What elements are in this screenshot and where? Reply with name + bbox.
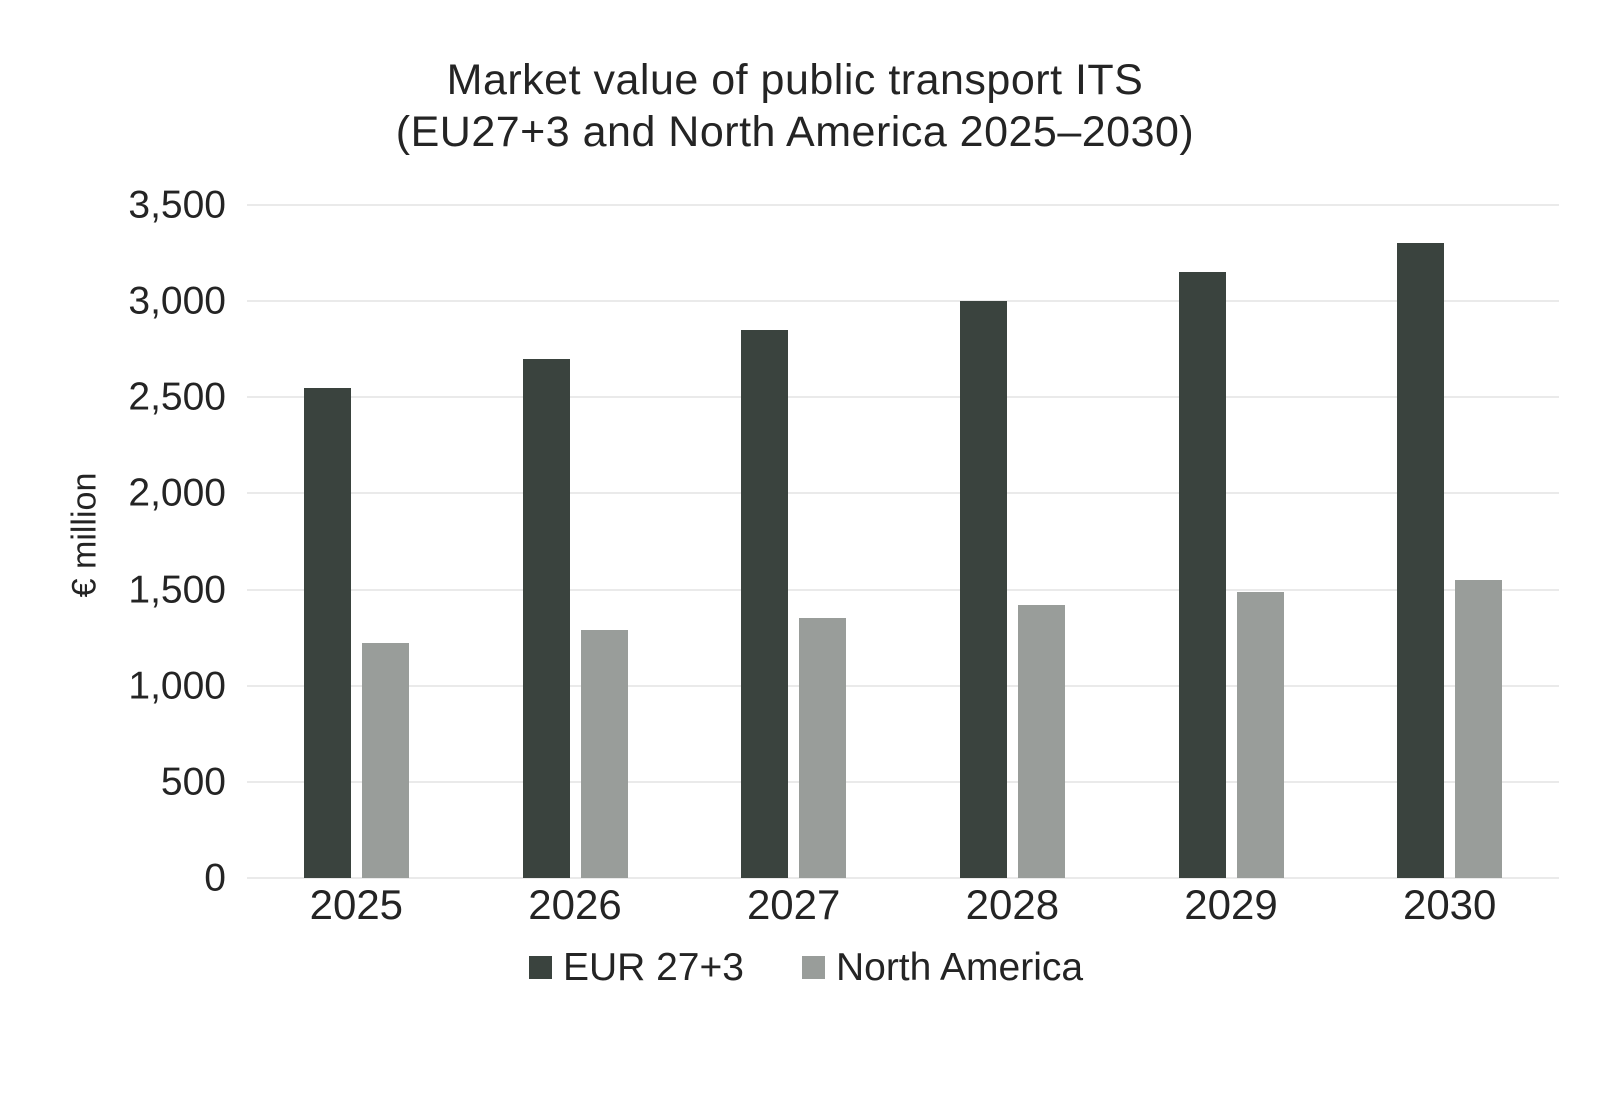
chart-title-line2: (EU27+3 and North America 2025–2030) — [395, 108, 1195, 157]
bar-eur-27-3-2029 — [1178, 272, 1226, 878]
gridline-2500 — [247, 396, 1559, 399]
y-tick-label-0: 0 — [204, 856, 226, 900]
x-tick-label-2029: 2029 — [1184, 881, 1278, 928]
y-tick-label-2000: 2,000 — [128, 471, 226, 515]
x-tick-label-2026: 2026 — [528, 881, 622, 928]
bar-north-america-2027 — [799, 618, 847, 878]
y-axis-tick-labels: 0 500 1,000 1,500 2,000 2,500 3,000 3,500 — [0, 0, 226, 1104]
plot-area — [247, 204, 1559, 879]
gridline-500 — [247, 780, 1559, 783]
gridline-3500 — [247, 204, 1559, 206]
legend-item-eur-27-3: EUR 27+3 — [528, 946, 744, 989]
x-tick-label-2028: 2028 — [965, 881, 1060, 928]
chart-title-line1: Market value of public transport ITS — [446, 56, 1144, 104]
gridline-3000 — [247, 300, 1559, 303]
y-tick-label-500: 500 — [160, 760, 226, 804]
y-tick-label-3500: 3,500 — [128, 183, 226, 227]
chart-title: Market value of public transport ITS (EU… — [0, 54, 1590, 159]
bar-eur-27-3-2030 — [1397, 243, 1445, 878]
gridline-2000 — [247, 492, 1559, 495]
gridline-0 — [247, 877, 1559, 879]
bar-north-america-2025 — [361, 643, 409, 878]
x-tick-label-2030: 2030 — [1402, 881, 1497, 928]
bar-eur-27-3-2026 — [522, 358, 570, 878]
y-tick-label-3000: 3,000 — [128, 279, 226, 323]
legend-label-eur-27-3: EUR 27+3 — [562, 946, 744, 989]
legend-swatch-icon-eur-27-3 — [528, 956, 552, 979]
legend-swatch-icon-north-america — [801, 956, 825, 979]
x-axis-tick-labels: 2025 2026 2027 2028 2029 2030 — [247, 884, 1559, 926]
y-tick-label-1000: 1,000 — [128, 664, 226, 708]
legend-item-north-america: North America — [801, 946, 1084, 989]
bar-north-america-2029 — [1236, 591, 1284, 878]
x-tick-label-2027: 2027 — [746, 881, 841, 928]
y-tick-label-1500: 1,500 — [128, 568, 226, 612]
bar-north-america-2030 — [1455, 579, 1503, 878]
chart-legend: EUR 27+3 North America — [0, 948, 1612, 987]
bar-eur-27-3-2028 — [959, 301, 1007, 878]
bar-group-2027 — [684, 205, 903, 878]
bar-north-america-2028 — [1017, 604, 1065, 878]
bar-eur-27-3-2025 — [303, 387, 351, 878]
y-tick-label-2500: 2,500 — [128, 375, 226, 419]
bar-group-2030 — [1340, 205, 1559, 878]
legend-label-north-america: North America — [835, 946, 1084, 989]
bar-eur-27-3-2027 — [741, 330, 789, 878]
bar-group-2028 — [903, 205, 1122, 878]
gridline-1000 — [247, 684, 1559, 687]
bar-north-america-2026 — [580, 629, 628, 878]
bar-groups — [247, 205, 1559, 878]
x-tick-label-2025: 2025 — [309, 881, 404, 928]
bar-group-2025 — [247, 205, 466, 878]
bar-group-2029 — [1122, 205, 1341, 878]
gridline-1500 — [247, 588, 1559, 591]
bar-group-2026 — [466, 205, 685, 878]
